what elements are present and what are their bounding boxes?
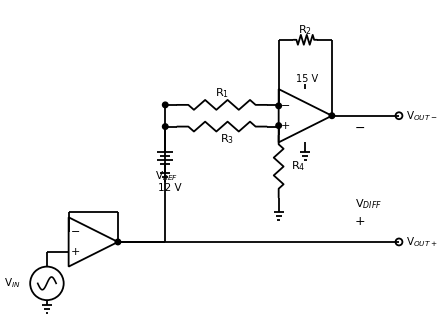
Text: V$_{DIFF}$: V$_{DIFF}$ [355,198,382,211]
Text: −: − [354,122,365,135]
Text: R$_2$: R$_2$ [298,23,312,37]
Text: V$_{REF}$: V$_{REF}$ [155,169,178,183]
Text: V$_{OUT+}$: V$_{OUT+}$ [406,235,437,249]
Text: 15 V: 15 V [296,74,318,84]
Text: −: − [281,101,290,111]
Text: R$_4$: R$_4$ [292,159,306,174]
Circle shape [115,239,121,245]
Text: V$_{IN}$: V$_{IN}$ [4,276,21,290]
Text: R$_1$: R$_1$ [215,86,229,100]
Circle shape [162,102,168,108]
Text: V$_{OUT-}$: V$_{OUT-}$ [406,109,437,123]
Circle shape [276,103,281,109]
Circle shape [329,113,334,119]
Circle shape [162,124,168,129]
Text: −: − [71,227,80,237]
Circle shape [276,123,281,128]
Text: +: + [281,121,290,131]
Text: +: + [354,215,365,228]
Text: +: + [71,247,80,257]
Text: 12 V: 12 V [158,183,182,193]
Text: R$_3$: R$_3$ [220,133,234,146]
